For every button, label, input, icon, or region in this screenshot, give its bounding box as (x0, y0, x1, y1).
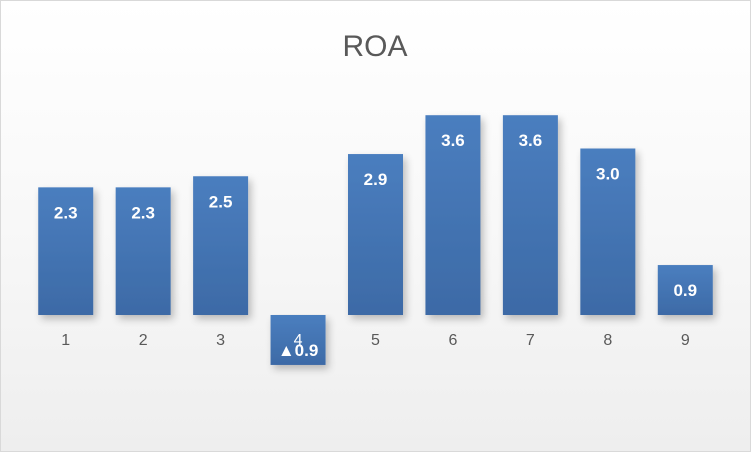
x-axis-tick-labels: 1 2 3 4 5 6 7 8 9 (61, 332, 690, 349)
bar-6 (425, 115, 481, 315)
x-tick-label: 7 (526, 332, 535, 349)
data-label: 3.0 (596, 165, 620, 184)
data-label: 3.6 (519, 131, 543, 150)
bar-4 (270, 315, 326, 365)
bar-1 (38, 187, 94, 315)
bar-9 (657, 265, 713, 315)
bars-group (38, 115, 713, 365)
data-label: 0.9 (673, 281, 697, 300)
bar-7 (502, 115, 558, 315)
data-label: 2.9 (364, 170, 388, 189)
x-tick-label: 4 (294, 332, 303, 349)
bar-2 (115, 187, 171, 315)
data-label: 2.5 (209, 192, 233, 211)
bar-8 (580, 148, 636, 315)
data-label: ▲0.9 (278, 341, 318, 360)
x-tick-label: 3 (216, 332, 225, 349)
data-labels-group: 2.3 2.3 2.5 ▲0.9 2.9 3.6 3.6 3.0 0.9 (54, 131, 697, 360)
data-label: 3.6 (441, 131, 465, 150)
x-tick-label: 1 (61, 332, 70, 349)
bar-3 (193, 176, 249, 315)
x-tick-label: 2 (139, 332, 148, 349)
data-label: 2.3 (131, 203, 155, 222)
x-tick-label: 8 (603, 332, 612, 349)
x-tick-label: 5 (371, 332, 380, 349)
chart-title: ROA (342, 30, 407, 63)
data-label: 2.3 (54, 203, 78, 222)
x-tick-label: 6 (448, 332, 457, 349)
x-tick-label: 9 (681, 332, 690, 349)
bar-5 (348, 154, 403, 315)
